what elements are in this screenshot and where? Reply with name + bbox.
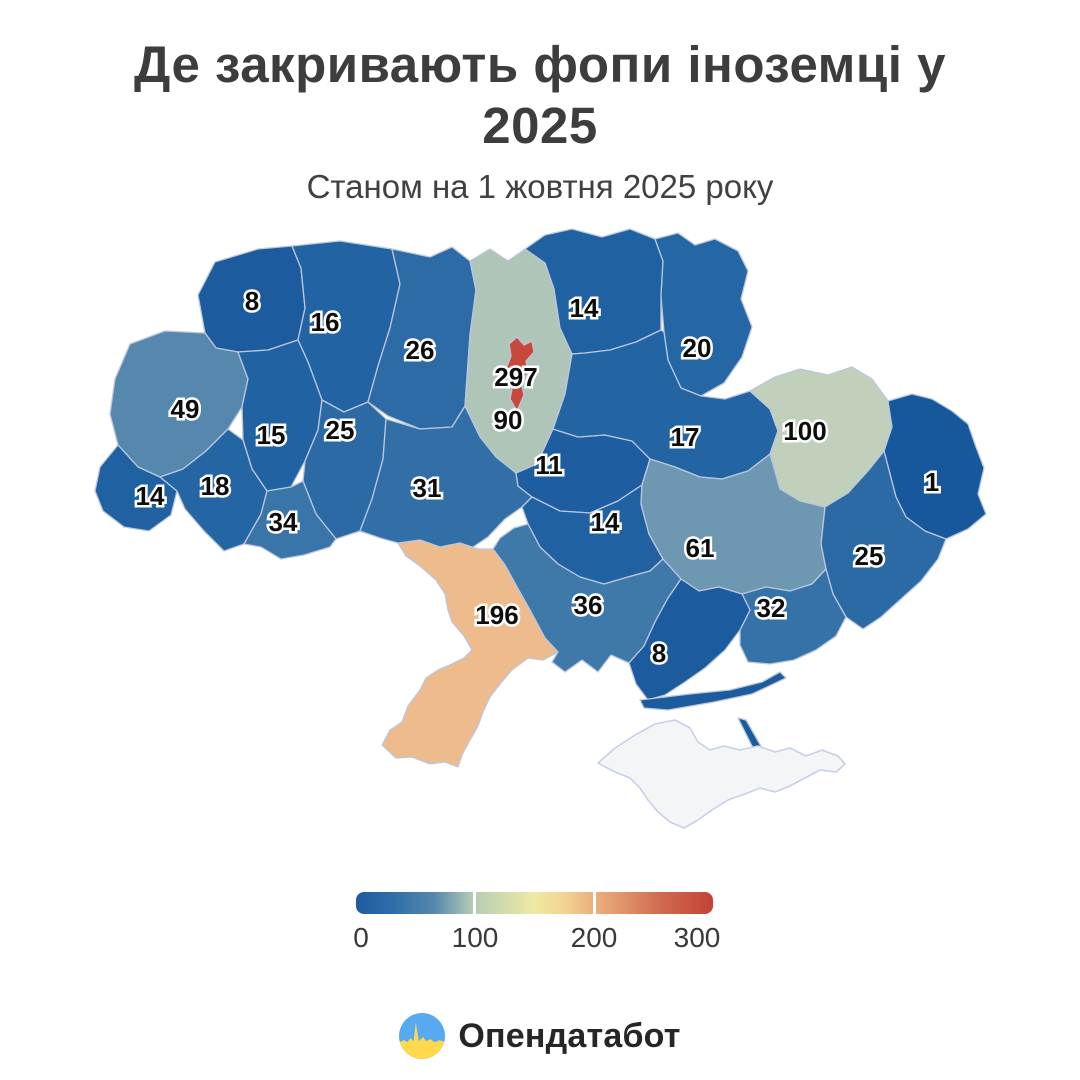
region-value-label-zaporizhzhia: 32 — [757, 593, 786, 623]
region-value-label-kirovohrad: 14 — [591, 507, 620, 537]
opendatabot-logo-icon — [399, 1013, 446, 1059]
legend-tick-300: 300 — [673, 922, 721, 953]
region-zaporizhzhia — [739, 568, 847, 665]
region-ternopil — [237, 339, 323, 492]
page-title: Де закривають фопи іноземці у 2025 — [60, 34, 1020, 156]
region-value-label-donetsk: 25 — [855, 541, 884, 571]
region-value-label-dnipro: 61 — [686, 533, 715, 563]
brand-name: Опендатабот — [458, 1016, 681, 1055]
region-value-label-chernihiv: 14 — [570, 293, 599, 323]
region-value-label-kyiv-city: 297 — [494, 362, 537, 392]
region-value-label-poltava: 17 — [671, 422, 700, 452]
region-value-label-ternopil: 15 — [257, 420, 286, 450]
region-value-label-luhansk: 1 — [925, 467, 939, 497]
logo-skyline — [399, 1022, 446, 1059]
region-value-label-lviv: 49 — [171, 394, 200, 424]
region-zakarpattia — [94, 444, 178, 532]
region-sumy — [654, 232, 753, 397]
legend-tick-100: 100 — [451, 922, 499, 953]
region-value-label-kyiv-oblast: 90 — [494, 405, 523, 435]
region-chernivtsi — [243, 480, 337, 560]
region-value-label-mykolaiv: 36 — [574, 590, 603, 620]
region-kyiv-city — [505, 336, 535, 412]
region-value-label-cherkasy: 11 — [535, 450, 563, 480]
legend-separator-100 — [473, 892, 476, 914]
region-value-label-vinnytsia: 31 — [413, 473, 442, 503]
region-value-label-zakarpattia: 14 — [136, 481, 165, 511]
region-value-label-sumy: 20 — [683, 333, 712, 363]
region-value-label-kharkiv: 100 — [783, 416, 826, 446]
region-value-label-odesa: 196 — [475, 600, 518, 630]
region-value-label-volyn: 8 — [245, 286, 259, 316]
region-value-label-ivano-frankivsk: 18 — [201, 471, 230, 501]
region-donetsk — [820, 450, 947, 630]
legend-tick-0: 0 — [353, 922, 369, 953]
region-kherson — [628, 578, 751, 701]
region-value-label-khmelnytskyi: 25 — [326, 415, 355, 445]
region-syvash-strip — [639, 671, 787, 711]
title-line-1: Де закривають фопи іноземці у — [134, 36, 946, 93]
region-value-label-kherson: 8 — [652, 638, 666, 668]
subtitle: Станом на 1 жовтня 2025 року — [306, 168, 774, 205]
legend-ticks: 0 100 200 300 — [0, 922, 1080, 956]
legend-gradient-bar — [356, 892, 713, 914]
region-crimea — [597, 719, 846, 829]
legend-tick-200: 200 — [570, 922, 618, 953]
brand-footer: Опендатабот — [0, 1010, 1080, 1062]
legend-separator-200 — [593, 892, 596, 914]
title-line-2: 2025 — [482, 97, 598, 155]
region-value-label-zhytomyr: 26 — [406, 335, 435, 365]
region-value-label-chernivtsi: 34 — [269, 507, 298, 537]
region-value-label-rivne: 16 — [311, 307, 340, 337]
region-vinnytsia — [359, 405, 533, 551]
